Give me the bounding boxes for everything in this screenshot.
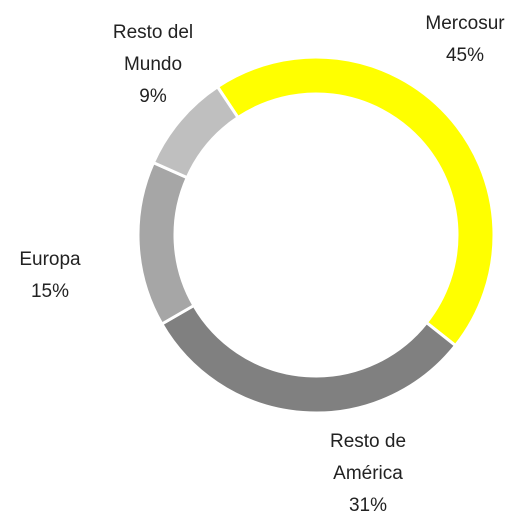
category-label: Europa [19,249,81,270]
category-label: Resto de América [329,431,407,484]
data-label: Europa 15% [0,244,100,308]
donut-segment [215,55,496,348]
value-label: 45% [445,45,485,66]
data-label: Resto del Mundo 9% [103,17,203,113]
category-label: Mercosur [425,13,505,34]
value-label: 15% [30,281,70,302]
donut-segment [136,160,196,327]
donut-segment [151,84,241,180]
value-label: 9% [139,86,167,107]
donut-segment [159,303,458,415]
data-label: Resto de América 31% [313,426,423,519]
value-label: 31% [348,495,388,516]
data-label: Mercosur 45% [410,8,520,72]
category-label: Resto del Mundo [112,22,194,75]
